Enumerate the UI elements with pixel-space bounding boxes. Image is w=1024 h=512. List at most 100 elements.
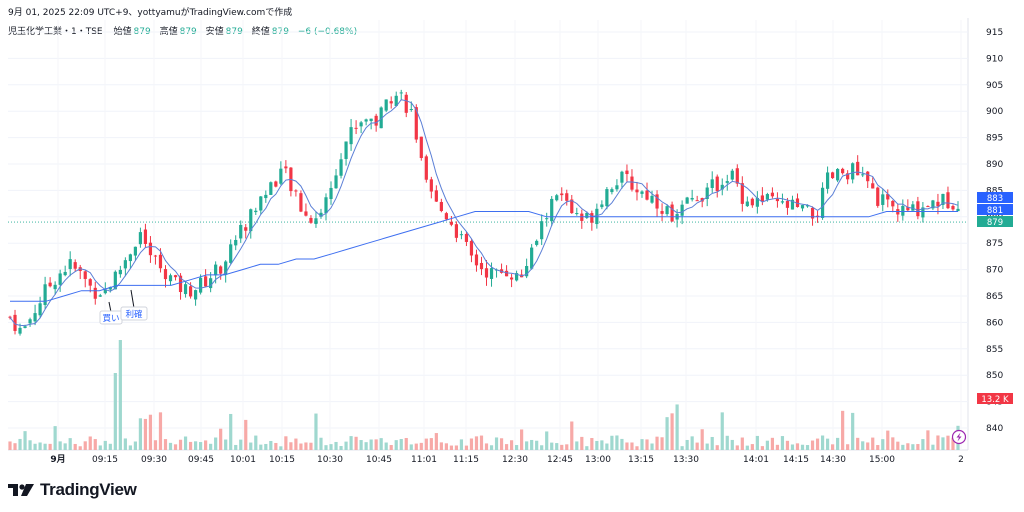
- candle-body: [319, 212, 323, 217]
- candle-body: [158, 254, 163, 269]
- volume-bar: [820, 435, 825, 450]
- candle-body: [204, 276, 208, 287]
- candle-body: [565, 193, 569, 201]
- volume-bar: [600, 440, 604, 450]
- candle-body: [199, 277, 203, 293]
- volume-bar: [504, 444, 509, 450]
- candle-body: [429, 179, 433, 192]
- volume-bar: [244, 419, 248, 450]
- volume-bar: [680, 446, 684, 450]
- x-tick-label: 10:30: [317, 455, 343, 465]
- volume-bar: [314, 413, 318, 450]
- candle-body: [600, 204, 604, 208]
- candle: [896, 203, 900, 222]
- candle-body: [484, 268, 489, 278]
- candle: [284, 160, 288, 174]
- buy-annotation[interactable]: 買い: [99, 301, 123, 325]
- volume-bar: [810, 440, 815, 450]
- candle-body: [294, 190, 298, 192]
- candle-body: [399, 92, 403, 94]
- candle-body: [369, 118, 373, 122]
- volume-bar: [409, 444, 413, 450]
- candle: [264, 190, 268, 203]
- candle: [28, 317, 32, 327]
- time-axis[interactable]: 9月 09:15 09:30 09:45 10:01 10:15 10:30 10:45 11:…: [50, 454, 964, 465]
- volume-bar: [951, 437, 955, 450]
- take-profit-annotation[interactable]: 利確: [120, 289, 148, 321]
- volume-bar: [675, 404, 679, 450]
- candle-body: [911, 204, 915, 211]
- volume-bar: [43, 443, 47, 450]
- volume-bar: [178, 439, 183, 450]
- volume-bar: [635, 446, 639, 450]
- volume-bar: [740, 437, 744, 450]
- candle: [615, 179, 619, 192]
- volume-bar: [259, 444, 263, 450]
- candle-body: [454, 224, 459, 238]
- candle-body: [886, 194, 890, 200]
- candle: [88, 278, 92, 293]
- candle: [78, 264, 82, 280]
- volume-bar: [866, 442, 870, 450]
- candle: [891, 200, 895, 213]
- volume-bar: [795, 443, 800, 450]
- volume-bar: [68, 438, 72, 450]
- candle-body: [670, 204, 674, 222]
- candle-body: [555, 195, 559, 201]
- candle: [68, 251, 72, 277]
- volume-bar: [650, 443, 654, 450]
- candle-body: [841, 168, 845, 174]
- volume-bar: [670, 413, 674, 450]
- candle-body: [394, 95, 398, 106]
- price-axis[interactable]: 8408458508558608658708758808858908959009…: [986, 28, 1003, 434]
- candle-body: [143, 229, 148, 244]
- candle: [389, 96, 393, 109]
- candle: [555, 193, 559, 202]
- candle-body: [810, 207, 815, 219]
- candle-body: [815, 215, 820, 217]
- last-price-text: 879: [987, 218, 1003, 228]
- candle: [911, 201, 915, 211]
- candle: [906, 199, 910, 212]
- candle: [715, 174, 719, 198]
- candle-body: [53, 284, 57, 290]
- y-tick-label: 840: [986, 424, 1003, 434]
- candle: [399, 89, 403, 101]
- candle-body: [735, 168, 739, 184]
- volume-bar: [760, 446, 764, 450]
- candle: [820, 182, 825, 220]
- candle-body: [941, 193, 945, 205]
- volume-bar: [53, 426, 57, 450]
- volume-bar: [399, 439, 403, 450]
- candle: [128, 253, 132, 269]
- x-tick-label: 15:00: [869, 455, 895, 465]
- volume-bar: [931, 444, 935, 450]
- candle: [249, 208, 253, 239]
- candle-body: [349, 127, 353, 145]
- volume-bar: [901, 444, 905, 450]
- candle: [133, 246, 137, 261]
- tradingview-logo[interactable]: TradingView: [8, 478, 137, 502]
- candle-body: [715, 176, 719, 192]
- candle-body: [891, 200, 895, 207]
- volume-bar: [540, 445, 544, 450]
- volume-bar: [158, 412, 163, 450]
- lightning-icon[interactable]: [951, 429, 967, 445]
- price-chart[interactable]: 8408458508558608658708758808858908959009…: [0, 0, 1024, 475]
- candle: [720, 178, 724, 196]
- volume-bar: [805, 445, 810, 450]
- candle-body: [760, 195, 764, 202]
- volume-bar: [851, 412, 855, 450]
- candle: [339, 153, 343, 179]
- volume-bar: [143, 418, 148, 450]
- candle: [565, 189, 569, 206]
- candle: [575, 207, 579, 216]
- volume-bar: [891, 437, 895, 450]
- volume-bar: [660, 437, 664, 450]
- candle: [886, 189, 890, 208]
- candle: [866, 170, 870, 188]
- candle-body: [13, 314, 17, 331]
- volume-bar: [710, 436, 714, 450]
- volume-bar: [294, 438, 298, 450]
- candle-body: [409, 108, 413, 110]
